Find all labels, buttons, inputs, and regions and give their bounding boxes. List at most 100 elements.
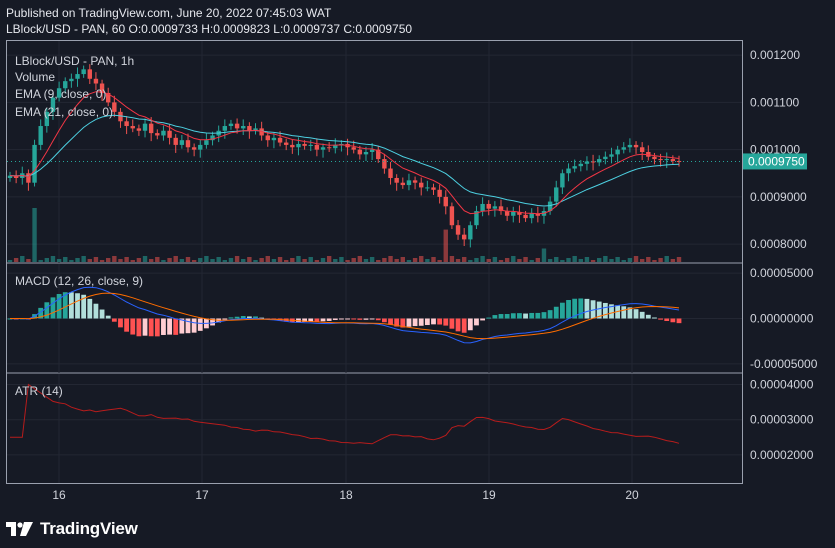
volume-bar: [621, 260, 626, 262]
candle-body: [161, 130, 166, 136]
candle-body: [314, 144, 320, 150]
candle-body: [277, 137, 283, 143]
volume-bar: [382, 258, 387, 262]
volume-bar: [155, 257, 160, 262]
macd-histogram-bar: [185, 318, 191, 334]
macd-histogram-bar: [590, 300, 596, 319]
atr-axis-tick: 0.00004000: [750, 378, 814, 392]
macd-histogram-bar: [124, 318, 130, 332]
volume-bar: [13, 258, 19, 262]
macd-histogram-bar: [197, 318, 203, 331]
macd-histogram-bar: [56, 294, 62, 319]
macd-histogram-bar: [314, 318, 320, 322]
candle-body: [283, 142, 289, 145]
volume-bar: [118, 259, 123, 262]
volume-bar: [566, 258, 571, 262]
macd-histogram-bar: [437, 318, 443, 325]
macd-histogram-bar: [424, 318, 430, 326]
ema21-legend[interactable]: EMA (21, close, 0): [15, 105, 114, 119]
macd-histogram-bar: [406, 318, 412, 327]
candle-body: [584, 161, 590, 164]
volume-bar: [406, 260, 412, 262]
candle-body: [259, 128, 264, 136]
candle-body: [603, 156, 608, 160]
candle-body: [351, 147, 356, 150]
volume-bar: [394, 259, 399, 262]
volume-bar: [468, 260, 473, 262]
candle-body: [99, 83, 105, 93]
volume-bar: [670, 259, 676, 262]
candle-body: [50, 97, 56, 112]
candle-body: [474, 211, 479, 226]
volume-bar: [283, 260, 289, 262]
volume-bar: [130, 260, 135, 262]
ema9-legend[interactable]: EMA (9, close, 0): [15, 87, 107, 101]
symbol-legend[interactable]: LBlock/USD - PAN, 1h: [15, 54, 135, 68]
price-axis-tick: 0.001200: [750, 48, 800, 62]
time-axis-tick: 17: [195, 488, 209, 502]
volume-bar: [167, 258, 172, 262]
macd-histogram-bar: [523, 313, 528, 319]
candle-body: [394, 177, 399, 183]
macd-axis-tick: -0.00005000: [750, 357, 818, 371]
volume-bar: [523, 257, 528, 262]
candle-body: [290, 144, 295, 148]
candle-body: [241, 126, 246, 129]
macd-legend[interactable]: MACD (12, 26, close, 9): [15, 274, 144, 288]
candle-body: [136, 128, 142, 131]
candle-body: [443, 196, 448, 207]
atr-legend[interactable]: ATR (14): [15, 384, 63, 398]
macd-histogram-bar: [38, 307, 44, 319]
macd-histogram-bar: [148, 318, 154, 337]
candle-body: [363, 152, 369, 155]
tradingview-logo[interactable]: TradingView: [6, 518, 138, 540]
chart-frame: [6, 40, 743, 484]
volume-bar: [222, 260, 228, 262]
volume-bar: [93, 257, 99, 262]
volume-bar: [419, 256, 424, 262]
volume-bar: [449, 256, 455, 262]
candle-body: [234, 123, 240, 129]
macd-histogram-bar: [658, 318, 663, 320]
candle-body: [222, 126, 228, 131]
macd-histogram-bar: [381, 318, 387, 323]
candle-body: [449, 206, 455, 226]
volume-bar: [603, 256, 608, 262]
ema21-line: [9, 114, 680, 207]
candle-body: [93, 78, 99, 84]
candle-body: [44, 111, 50, 127]
candle-body: [38, 126, 43, 145]
candle-body: [63, 81, 68, 89]
macd-histogram-bar: [222, 318, 228, 320]
volume-bar: [290, 258, 295, 262]
macd-histogram-bar: [332, 318, 338, 320]
candle-body: [308, 144, 313, 146]
candle-body: [498, 206, 504, 212]
volume-bar: [247, 257, 252, 262]
volume-bar: [106, 258, 111, 262]
macd-histogram-bar: [253, 316, 258, 319]
macd-histogram-bar: [431, 318, 436, 325]
macd-histogram-bar: [111, 318, 117, 322]
macd-axis-tick: 0.00005000: [750, 266, 814, 280]
candle-series: [7, 64, 682, 248]
candle-body: [639, 147, 645, 152]
candle-body: [455, 225, 461, 235]
macd-histogram-bar: [627, 307, 633, 319]
volume-legend[interactable]: Volume: [15, 70, 56, 84]
macd-histogram-bar: [480, 318, 485, 321]
candle-body: [333, 144, 338, 149]
candle-body: [155, 133, 160, 136]
volume-bar: [461, 257, 467, 262]
volume-bar: [345, 260, 350, 262]
candle-body: [87, 69, 92, 79]
macd-histogram-bar: [161, 318, 166, 335]
macd-histogram-bar: [584, 298, 590, 319]
volume-bar: [504, 258, 510, 262]
candle-body: [167, 130, 172, 138]
candle-body: [425, 187, 430, 189]
candle-body: [326, 147, 332, 149]
volume-bar: [425, 259, 430, 262]
macd-histogram-bar: [87, 298, 93, 319]
